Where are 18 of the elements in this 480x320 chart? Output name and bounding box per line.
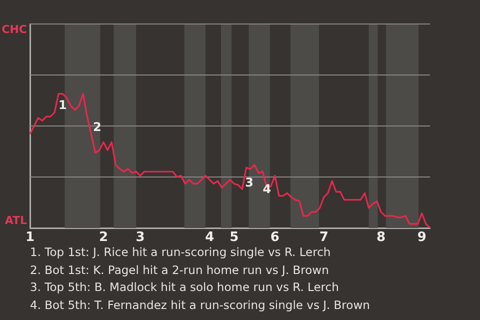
text: 3. Top 5th: B. Madlock hit a solo home run vs R. Lerch	[30, 279, 340, 296]
x-tick-label: 8	[376, 230, 386, 246]
annotation: 3	[245, 176, 254, 190]
x-tick-label: 6	[270, 230, 280, 246]
text: ATL	[4, 214, 27, 227]
x-tick-label: 1	[25, 230, 35, 246]
x-tick-label: 3	[136, 230, 145, 246]
x-tick-label: 5	[230, 230, 239, 246]
text: 4. Bot 5th: T. Fernandez hit a run-scoring single vs J. Brown	[30, 296, 370, 314]
x-tick-label: 7	[319, 230, 328, 246]
text: CHC	[2, 22, 27, 36]
x-tick-label: 4	[205, 230, 214, 246]
x-tick-label: 2	[98, 230, 108, 246]
text: 1. Top 1st: J. Rice hit a run-scoring single vs R. Lerch	[30, 244, 332, 261]
x-tick-label: 9	[417, 230, 426, 246]
text: 2. Bot 1st: K. Pagel hit a 2-run home run vs J. Brown	[30, 262, 330, 278]
annotation: 1	[58, 98, 67, 112]
annotation: 2	[93, 120, 102, 134]
